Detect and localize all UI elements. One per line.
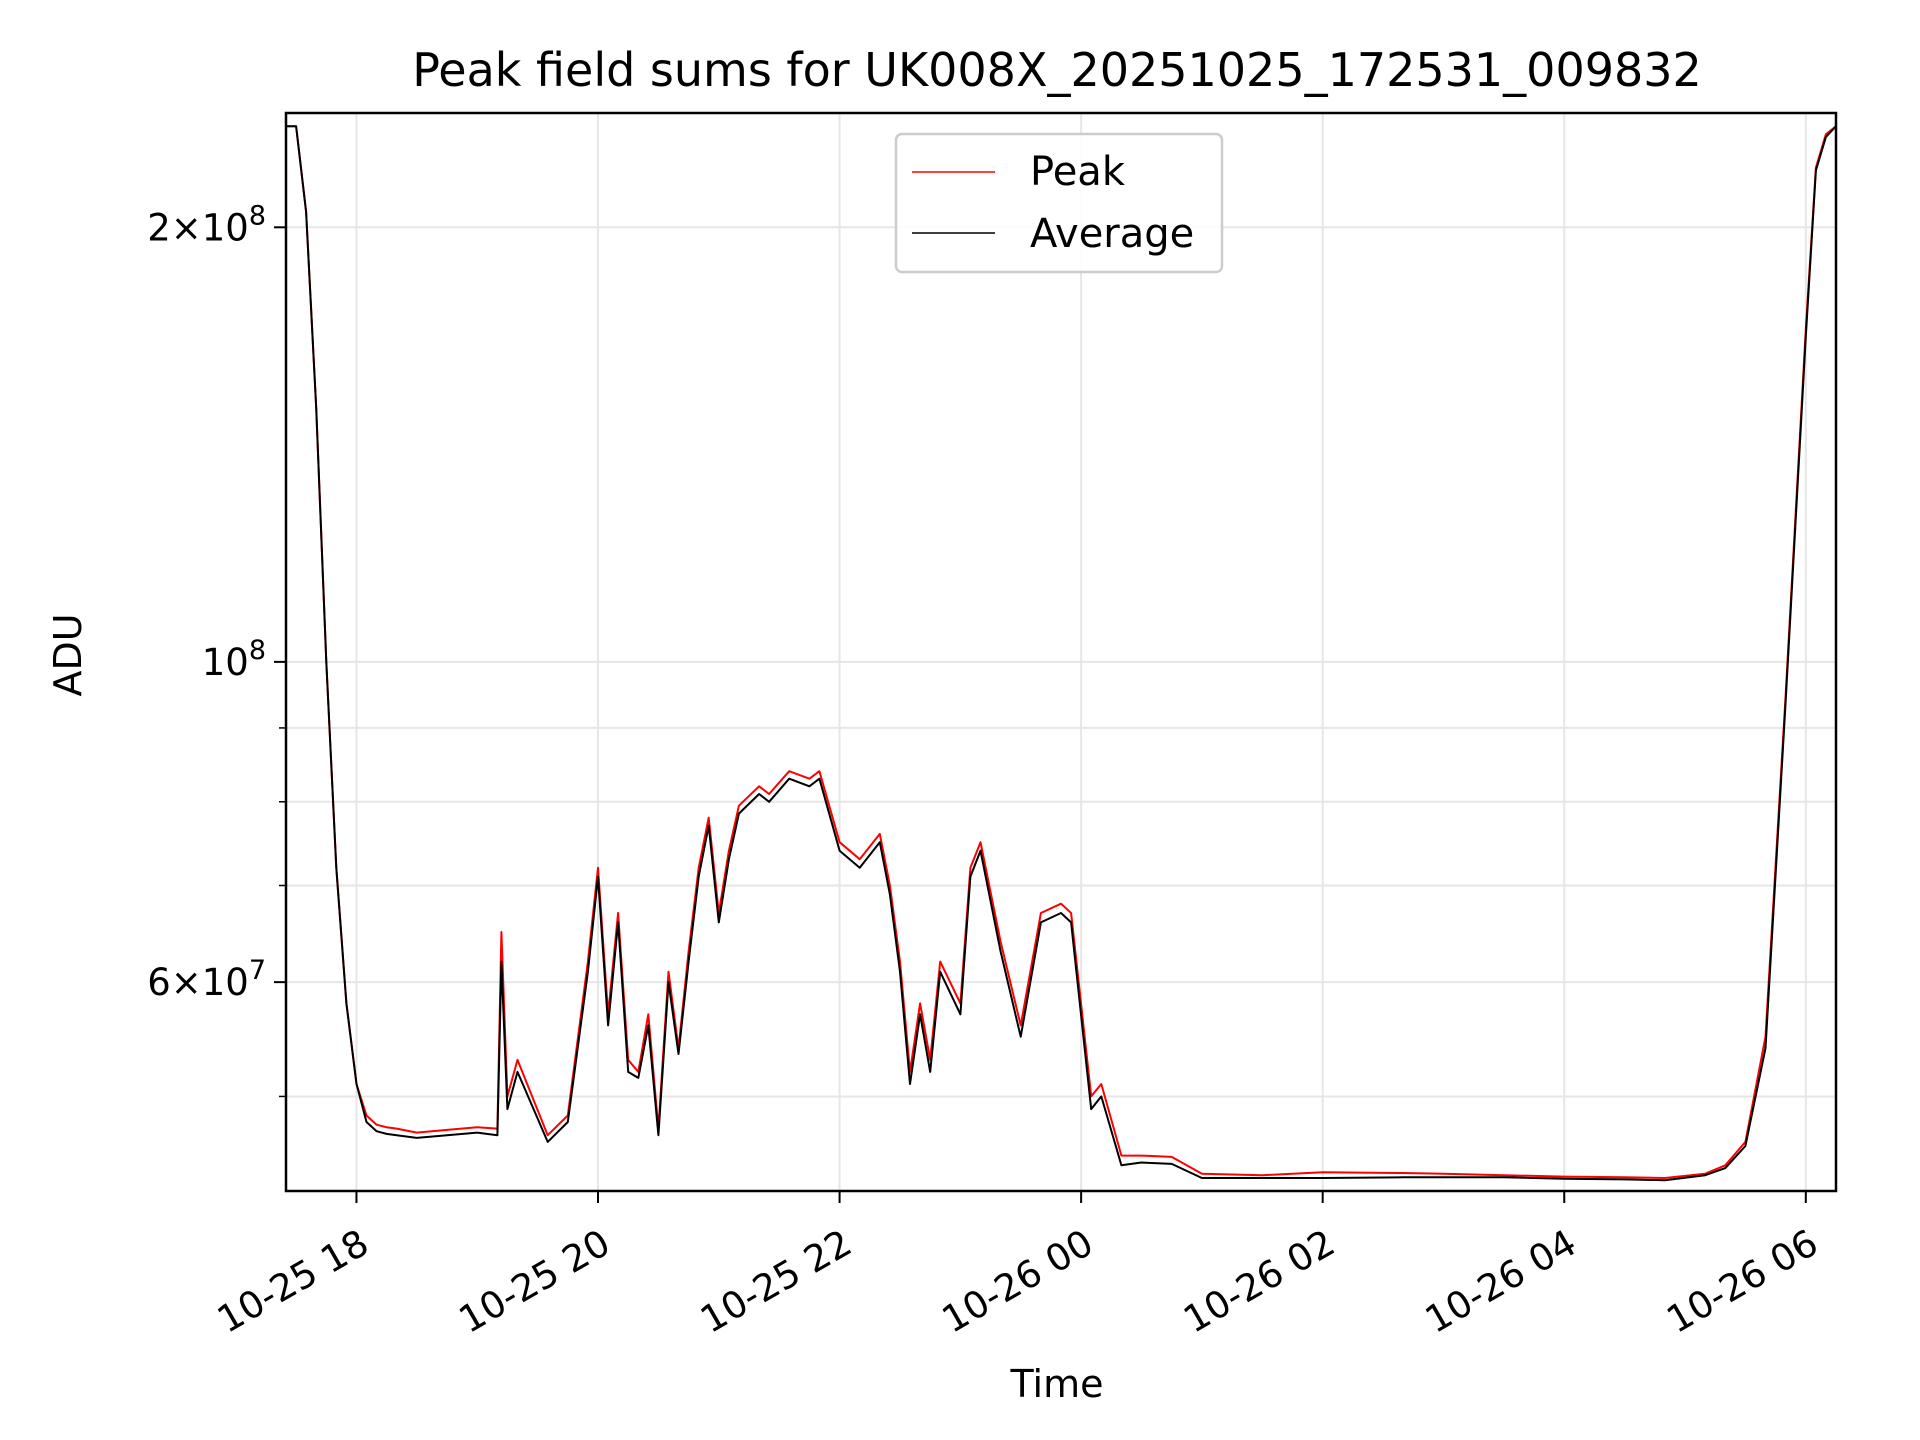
y-tick-label: 108 [202, 635, 266, 684]
series-line-peak [286, 125, 1837, 1179]
grid-lines [286, 113, 1836, 1191]
y-tick-label: 6×107 [147, 955, 266, 1004]
y-tick-label: 2×108 [147, 200, 266, 249]
legend-box [894, 132, 1224, 274]
series-lines [286, 125, 1837, 1182]
legend-label-average: Average [1030, 211, 1194, 257]
series-line-average [286, 125, 1837, 1182]
y-axis-label: ADU [46, 613, 90, 696]
plot-frame [284, 111, 1838, 1193]
x-axis-label: Time [1010, 1362, 1104, 1406]
legend: Peak Average [894, 132, 1224, 274]
legend-label-peak: Peak [1030, 149, 1126, 195]
chart-title: Peak field sums for UK008X_20251025_1725… [412, 43, 1702, 97]
